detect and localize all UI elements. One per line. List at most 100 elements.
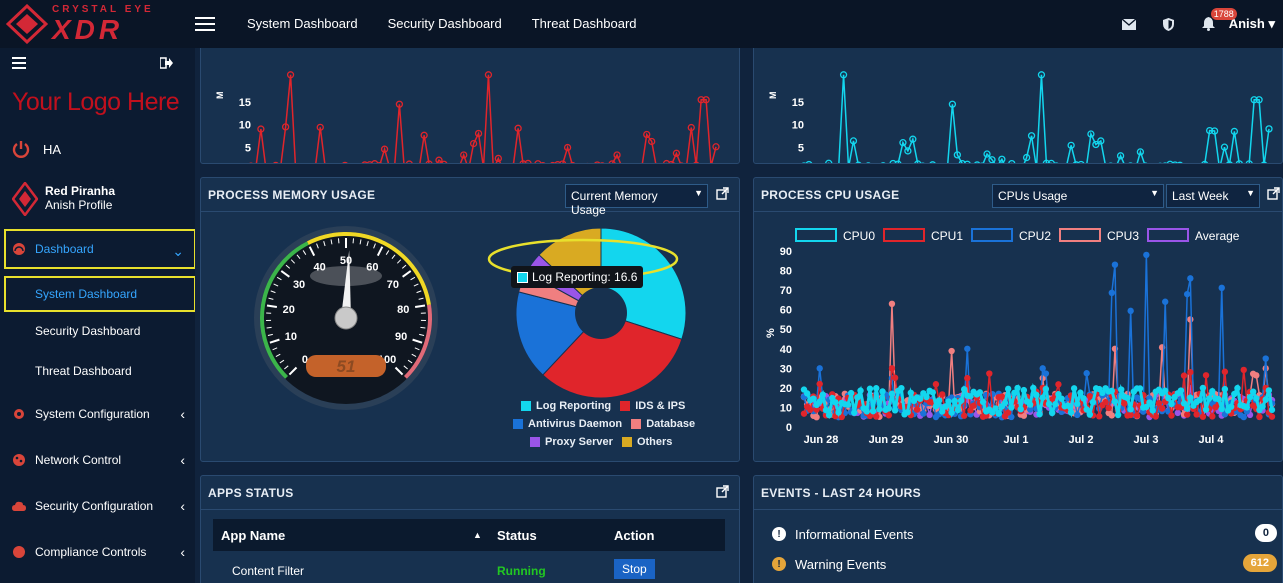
sidebar-item-network-control[interactable]: Network Control ‹: [0, 440, 195, 480]
data-point: [1108, 387, 1116, 395]
legend-item[interactable]: Others: [621, 434, 672, 450]
gauge-tick: [308, 246, 316, 257]
data-point: [440, 160, 448, 163]
sidebar-subitem-threat-dashboard[interactable]: Threat Dashboard: [35, 364, 132, 378]
apps-table: App Name ▲ Status Action Content Filter …: [213, 519, 725, 583]
profile-block[interactable]: Red Piranha Anish Profile: [0, 178, 195, 223]
y-tick-label: 40: [780, 344, 792, 356]
top-nav: System Dashboard Security Dashboard Thre…: [247, 16, 637, 31]
sign-out-icon[interactable]: [159, 57, 173, 72]
memory-usage-select[interactable]: Current Memory Usage ▼: [565, 184, 708, 217]
app-name-cell: Content Filter: [232, 564, 305, 578]
data-point: [1158, 162, 1162, 163]
pie-slice-ids-ips: [542, 312, 683, 399]
data-point: [816, 398, 823, 405]
data-point: [869, 407, 877, 415]
legend-row: Antivirus Daemon Database: [511, 416, 711, 434]
gauge-tick: [394, 366, 404, 376]
user-menu[interactable]: Anish ▾: [1229, 16, 1283, 32]
legend-item[interactable]: Antivirus Daemon: [513, 416, 622, 432]
data-point: [1001, 399, 1009, 407]
data-point: [1250, 96, 1258, 104]
data-point: [951, 397, 958, 405]
hamburger-menu-icon[interactable]: [195, 14, 215, 32]
external-link-icon[interactable]: [716, 485, 729, 501]
data-point: [1108, 289, 1116, 297]
legend-item[interactable]: Database: [631, 416, 695, 432]
tooltip-text: Log Reporting: 16.6: [532, 270, 638, 284]
sidebar-item-label: Dashboard: [35, 242, 94, 256]
data-point: [702, 96, 710, 104]
table-row: Content Filter Running Stop: [213, 551, 725, 583]
column-header-app-name[interactable]: App Name: [221, 527, 286, 543]
data-point: [995, 410, 1002, 417]
gauge-tick-label: 10: [285, 331, 297, 343]
data-point: [594, 161, 601, 163]
data-point: [1042, 385, 1050, 393]
data-point: [1255, 96, 1263, 104]
network-icon: [12, 453, 26, 467]
data-point: [377, 161, 383, 163]
dashboard-gauge-icon: [12, 242, 26, 256]
time-range-select[interactable]: Last Week ▼: [1166, 184, 1260, 208]
sidebar-item-security-configuration[interactable]: Security Configuration ‹: [0, 486, 195, 526]
data-point: [281, 123, 290, 131]
topnav-system-dashboard[interactable]: System Dashboard: [247, 16, 358, 31]
legend-item[interactable]: Proxy Server: [530, 434, 613, 450]
sidebar-subitem-security-dashboard[interactable]: Security Dashboard: [35, 324, 141, 338]
data-point: [371, 160, 379, 163]
data-point: [1014, 384, 1021, 392]
sidebar-item-dashboard[interactable]: Dashboard ⌄: [4, 229, 196, 269]
column-header-status[interactable]: Status: [497, 527, 537, 543]
data-point: [600, 162, 605, 163]
sort-up-icon[interactable]: ▲: [473, 530, 482, 540]
cpus-usage-select[interactable]: CPUs Usage ▼: [992, 184, 1164, 208]
sidebar-item-system-configuration[interactable]: System Configuration ‹: [0, 394, 195, 434]
event-row-informational[interactable]: ! Informational Events 0: [772, 519, 1282, 549]
data-point: [1162, 298, 1169, 305]
external-link-icon[interactable]: [716, 187, 729, 203]
sidebar-item-ha[interactable]: HA: [0, 129, 195, 169]
data-point: [1083, 370, 1090, 377]
data-point: [1218, 284, 1225, 292]
topnav-threat-dashboard[interactable]: Threat Dashboard: [531, 16, 637, 31]
legend-label: CPU3: [1107, 229, 1139, 243]
y-tick-label: 70: [780, 285, 792, 297]
stop-app-button[interactable]: Stop: [614, 559, 655, 579]
legend-item[interactable]: IDS & IPS: [620, 398, 685, 414]
shield-icon[interactable]: [1149, 0, 1189, 48]
topnav-security-dashboard[interactable]: Security Dashboard: [387, 16, 502, 31]
data-point: [380, 145, 389, 153]
data-point: [1215, 395, 1222, 403]
sidebar-subitem-system-dashboard[interactable]: System Dashboard: [4, 276, 196, 312]
data-point: [1011, 389, 1018, 397]
data-point: [988, 156, 996, 163]
legend-item[interactable]: Log Reporting: [521, 398, 611, 414]
envelope-icon[interactable]: [1109, 0, 1149, 48]
event-row-warning[interactable]: ! Warning Events 612: [772, 549, 1282, 579]
data-point: [316, 123, 324, 131]
brand-name-small: CRYSTAL EYE: [52, 4, 154, 15]
data-point: [249, 162, 253, 163]
gauge-tick-label: 0: [302, 354, 308, 366]
brand-logo[interactable]: CRYSTAL EYE XDR: [0, 0, 195, 48]
data-point: [1183, 290, 1191, 298]
sidebar-menu-icon[interactable]: [12, 57, 26, 72]
data-point: [1055, 391, 1062, 398]
data-point: [1111, 261, 1119, 268]
data-point: [805, 160, 813, 163]
x-tick-label: Jul 2: [1068, 434, 1093, 446]
panel-header: EVENTS - LAST 24 HOURS: [754, 476, 1282, 510]
sidebar-item-compliance-controls[interactable]: Compliance Controls ‹: [0, 532, 195, 572]
bell-icon[interactable]: 1788: [1189, 0, 1237, 48]
data-point: [1108, 412, 1116, 419]
data-point: [948, 409, 955, 416]
data-point: [1004, 385, 1012, 393]
gauge-band: [306, 232, 431, 306]
data-point: [889, 159, 897, 163]
external-link-icon[interactable]: [1267, 187, 1280, 203]
data-point: [1202, 372, 1210, 379]
series-line: [255, 74, 717, 163]
top-bar: CRYSTAL EYE XDR System Dashboard Securit…: [0, 0, 1283, 48]
